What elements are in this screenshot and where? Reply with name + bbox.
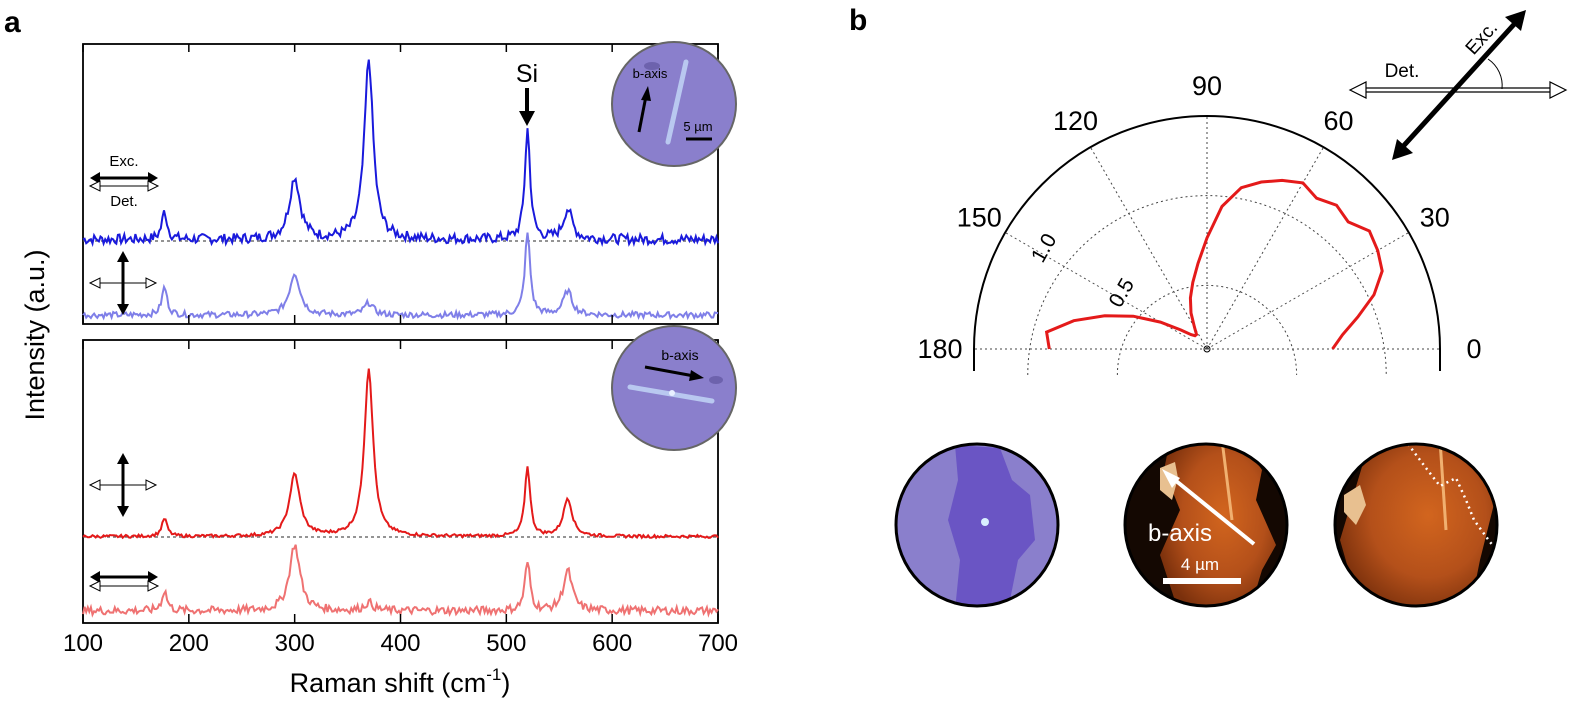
polar-angle-gridline — [1206, 232, 1410, 350]
y-axis-label: Intensity (a.u.) — [20, 249, 50, 420]
exc-label: Exc. — [109, 153, 138, 170]
scale-bar-label: 5 µm — [683, 119, 712, 134]
optical-inset-bottom: b-axis — [611, 325, 737, 451]
b-axis-label: b-axis — [661, 347, 698, 363]
polar-angle-labels: 0 30 60 90 120 150 180 — [917, 71, 1481, 364]
polar-radial-label: 0.5 — [1105, 275, 1140, 312]
polar-angle-label: 90 — [1192, 71, 1222, 101]
polar-angle-label: 0 — [1466, 334, 1481, 364]
x-axis-label: Raman shift (cm-1) — [290, 665, 511, 698]
x-tick-label: 700 — [698, 630, 738, 657]
polar-radial-gridline — [1027, 194, 1387, 376]
spectrum-line-light-blue — [82, 232, 719, 321]
image-border — [1333, 442, 1499, 608]
polar-outer-circle — [973, 115, 1441, 371]
exc-label: Exc. — [1462, 18, 1502, 60]
polar-origin — [1203, 345, 1211, 353]
spectra-lines — [82, 59, 719, 618]
flake — [1340, 444, 1497, 606]
x-tick-label: 600 — [592, 630, 632, 657]
laser-spot — [981, 518, 989, 526]
spectrum-line-red — [82, 368, 719, 540]
image-border — [1123, 442, 1289, 608]
double-arrow-detection — [88, 479, 158, 491]
optical-image-circle — [894, 442, 1060, 608]
double-arrow-excitation-diagonal — [1392, 10, 1526, 160]
b-axis-label: b-axis — [633, 66, 668, 81]
det-label: Det. — [1385, 61, 1420, 82]
double-arrow-excitation — [90, 571, 158, 583]
polarization-legend-top-parallel: Exc. Det. — [88, 153, 160, 210]
b-axis-label: b-axis — [1148, 520, 1212, 547]
polar-angle-gridline — [1206, 146, 1324, 350]
det-label: Det. — [110, 193, 138, 210]
polar-angle-gridline — [1004, 232, 1208, 350]
polar-series-line — [1044, 178, 1384, 350]
x-tick-label: 500 — [486, 630, 526, 657]
x-tick-label: 300 — [275, 630, 315, 657]
inset-circle — [611, 325, 737, 451]
afm-image-circle-2 — [1333, 442, 1506, 608]
raman-spectra-chart: 100 200 300 400 500 600 700 Raman shift (cm-1)… — [20, 41, 738, 698]
optical-inset-top: b-axis 5 µm — [611, 41, 737, 167]
x-tick-label: 100 — [63, 630, 103, 657]
flake — [1160, 444, 1276, 606]
crystal-flake — [665, 59, 689, 145]
afm-image-circle: b-axis 4 µm — [1123, 442, 1289, 608]
x-tick-label: 200 — [169, 630, 209, 657]
double-arrow-detection — [88, 580, 160, 592]
polar-angle-label: 60 — [1323, 106, 1353, 136]
b-axis-arrow — [644, 365, 704, 381]
double-arrow-excitation — [90, 172, 158, 184]
polarization-legend-bottom-cross — [88, 453, 158, 517]
panel-label-b: b — [849, 4, 867, 37]
polar-plot: 0.51.0 0 30 60 90 120 150 180 — [917, 71, 1482, 376]
flake-debris — [644, 62, 660, 70]
edge-outline — [1407, 443, 1506, 561]
spectrum-line-light-red — [82, 544, 719, 618]
panel-label-a: a — [4, 6, 21, 39]
si-arrow — [519, 88, 535, 126]
si-label: Si — [516, 60, 538, 88]
x-ticks: 100 200 300 400 500 600 700 — [63, 44, 738, 657]
flake — [948, 445, 1035, 606]
laser-spot — [669, 390, 675, 396]
polarization-legend-top-cross — [88, 251, 158, 315]
polar-angle-label: 120 — [1053, 106, 1098, 136]
b-axis-arrow — [637, 86, 651, 133]
polar-angle-label: 30 — [1420, 203, 1450, 233]
polar-angle-gridline — [1090, 146, 1208, 350]
ridge — [1220, 444, 1234, 521]
flake-debris — [709, 376, 723, 384]
b-axis-arrow — [1162, 469, 1256, 546]
polarization-legend-bottom-parallel — [88, 571, 160, 592]
double-arrow-detection — [88, 180, 160, 192]
polar-grid: 0.51.0 — [974, 116, 1440, 376]
polar-angle-label: 150 — [957, 203, 1002, 233]
x-tick-label: 400 — [380, 630, 420, 657]
image-border — [894, 442, 1060, 608]
double-arrow-excitation-vertical — [117, 453, 129, 517]
polarization-legend-polar: Det. Exc. — [1348, 10, 1568, 160]
spectrum-line-blue — [82, 59, 719, 248]
polar-angle-label: 180 — [917, 334, 962, 364]
scale-bar-label: 4 µm — [1181, 555, 1219, 574]
double-arrow-excitation-vertical — [117, 251, 129, 315]
fold — [1344, 485, 1366, 525]
polar-radial-gridline — [1116, 284, 1298, 376]
angle-arc — [1487, 58, 1503, 90]
